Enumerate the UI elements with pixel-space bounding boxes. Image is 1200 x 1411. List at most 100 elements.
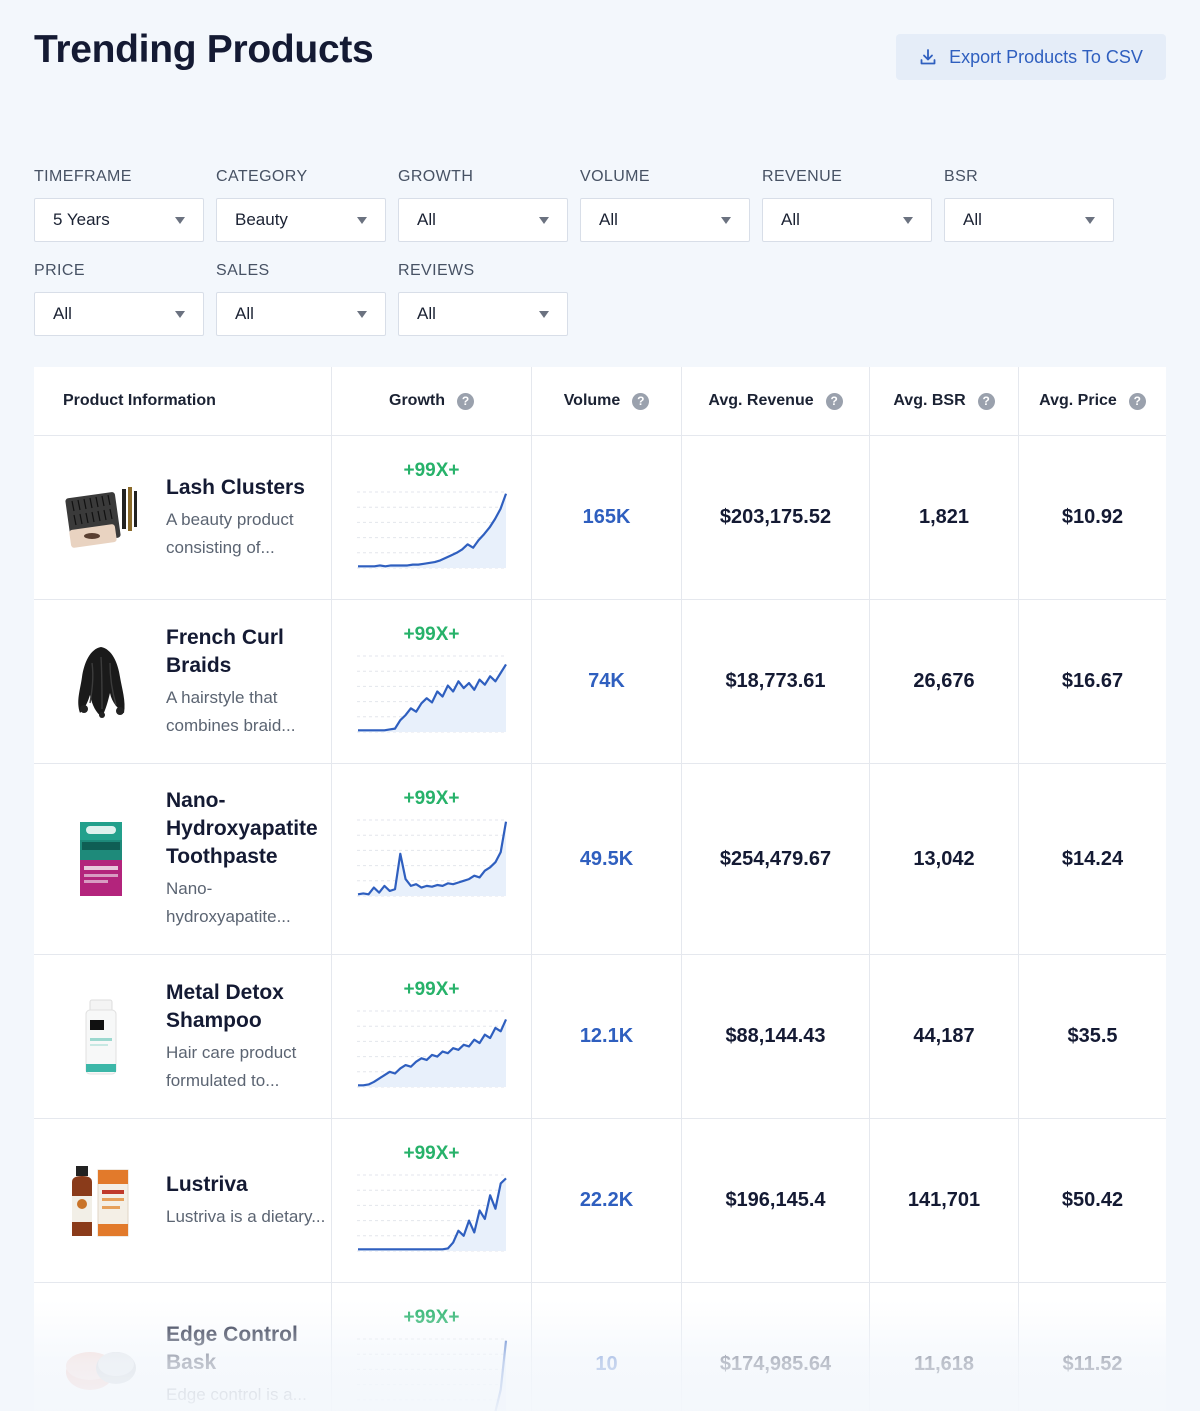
column-header-bsr[interactable]: Avg. BSR?: [870, 367, 1019, 435]
growth-cell: +99X+: [332, 1119, 532, 1282]
bsr-cell: 13,042: [870, 764, 1019, 954]
french-curl-braids-product-image: [78, 646, 125, 718]
bsr-value: 44,187: [913, 1025, 975, 1047]
volume-value: 22.2K: [579, 1189, 634, 1211]
product-cell: Metal Detox Shampoo Hair care product fo…: [34, 955, 332, 1118]
product-name[interactable]: Edge Control Bask: [166, 1322, 298, 1374]
caret-down-icon: [1085, 216, 1095, 224]
volume-value: 74K: [588, 670, 625, 692]
volume-select[interactable]: All: [580, 198, 750, 242]
product-name[interactable]: Lash Clusters: [166, 475, 305, 499]
reviews-select[interactable]: All: [398, 292, 568, 336]
sparkline-line: [357, 821, 507, 896]
product-description: Hair care product formulated to...: [166, 1042, 297, 1090]
sparkline-area: [495, 1340, 506, 1411]
export-csv-button[interactable]: Export Products To CSV: [896, 34, 1166, 80]
filter-label: BSR: [944, 168, 979, 185]
bsr-select[interactable]: All: [944, 198, 1114, 242]
product-name[interactable]: Metal Detox Shampoo: [166, 980, 284, 1032]
help-icon[interactable]: ?: [1128, 392, 1146, 410]
table-row[interactable]: Lash Clusters A beauty product consistin…: [34, 436, 1166, 600]
help-icon[interactable]: ?: [825, 392, 843, 410]
volume-value: 49.5K: [579, 847, 634, 870]
table-row[interactable]: Lustriva Lustriva is a dietary... +99X+ …: [34, 1119, 1166, 1283]
filter-label: GROWTH: [398, 168, 474, 185]
product-cell: Edge Control Bask Edge control is a...: [34, 1283, 332, 1411]
product-description: Lustriva is a dietary...: [166, 1206, 326, 1226]
table-row[interactable]: Edge Control Bask Edge control is a... +…: [34, 1283, 1166, 1411]
revenue-select[interactable]: All: [762, 198, 932, 242]
table-row[interactable]: Metal Detox Shampoo Hair care product fo…: [34, 955, 1166, 1119]
product-name[interactable]: Nano-Hydroxyapatite Toothpaste: [166, 789, 318, 868]
column-header-label: Avg. Revenue: [708, 392, 814, 409]
bsr-cell: 1,821: [870, 436, 1019, 599]
bsr-cell: 26,676: [870, 600, 1019, 763]
help-icon[interactable]: ?: [457, 392, 474, 410]
bsr-value: 13,042: [913, 847, 975, 870]
select-value: All: [599, 210, 618, 229]
timeframe-select[interactable]: 5 Years: [34, 198, 204, 242]
volume-value: 165K: [582, 506, 631, 528]
table-row[interactable]: French Curl Braids A hairstyle that comb…: [34, 600, 1166, 764]
product-cell: French Curl Braids A hairstyle that comb…: [34, 600, 332, 763]
sparkline-area: [357, 664, 506, 732]
revenue-cell: $88,144.43: [682, 955, 870, 1118]
column-header-label: Product Information: [63, 392, 216, 409]
sparkline-area: [357, 493, 506, 568]
growth-cell: +99X+: [332, 600, 532, 763]
revenue-cell: $174,985.64: [682, 1283, 870, 1411]
growth-select[interactable]: All: [398, 198, 568, 242]
product-name[interactable]: French Curl Braids: [166, 625, 284, 677]
column-header-label: Volume: [563, 392, 621, 409]
select-value: All: [963, 210, 982, 229]
price-cell: $14.24: [1019, 764, 1166, 954]
product-description: Nano-hydroxyapatite...: [166, 879, 291, 926]
nano-hydroxyapatite-toothpaste-product-image: [80, 822, 122, 896]
caret-down-icon: [721, 216, 731, 224]
filter-category: CATEGORY Beauty: [216, 168, 386, 242]
category-select[interactable]: Beauty: [216, 198, 386, 242]
metal-detox-shampoo-product-image: [85, 999, 117, 1074]
lustriva-product-image: [72, 1165, 129, 1236]
revenue-value: $196,145.4: [725, 1189, 826, 1211]
table-row[interactable]: Nano-Hydroxyapatite Toothpaste Nano-hydr…: [34, 764, 1166, 955]
growth-sparkline: [356, 1338, 507, 1411]
column-header-product[interactable]: Product Information: [34, 367, 332, 435]
column-header-growth[interactable]: Growth?: [332, 367, 532, 435]
price-value: $11.52: [1062, 1353, 1123, 1375]
filter-label: PRICE: [34, 262, 85, 279]
table-header: Product Information Growth? Volume? Avg.…: [34, 367, 1166, 436]
sparkline-line: [357, 1018, 507, 1087]
product-name[interactable]: Lustriva: [166, 1172, 248, 1196]
price-cell: $35.5: [1019, 955, 1166, 1118]
filter-sales: SALES All: [216, 262, 386, 336]
column-header-volume[interactable]: Volume?: [532, 367, 682, 435]
price-cell: $16.67: [1019, 600, 1166, 763]
product-description: Edge control is a...: [166, 1384, 307, 1404]
caret-down-icon: [175, 216, 185, 224]
growth-sparkline: [356, 655, 507, 733]
growth-cell: +99X+: [332, 955, 532, 1118]
column-header-revenue[interactable]: Avg. Revenue?: [682, 367, 870, 435]
bsr-value: 141,701: [907, 1189, 981, 1211]
revenue-cell: $18,773.61: [682, 600, 870, 763]
caret-down-icon: [539, 310, 549, 318]
sparkline-area: [357, 1019, 506, 1087]
sparkline-area: [357, 821, 506, 896]
help-icon[interactable]: ?: [977, 392, 995, 410]
bsr-cell: 11,618: [870, 1283, 1019, 1411]
filter-label: VOLUME: [580, 168, 650, 185]
filter-revenue: REVENUE All: [762, 168, 932, 242]
help-icon[interactable]: ?: [632, 392, 650, 410]
sparkline-area: [357, 1178, 506, 1251]
sales-select[interactable]: All: [216, 292, 386, 336]
growth-sparkline: [356, 491, 507, 569]
growth-cell: +99X+: [332, 764, 532, 954]
volume-value: 10: [595, 1353, 618, 1375]
column-header-price[interactable]: Avg. Price?: [1019, 367, 1166, 435]
sparkline-line: [493, 1340, 507, 1411]
bsr-cell: 44,187: [870, 955, 1019, 1118]
growth-sparkline: [356, 1010, 507, 1088]
growth-value: +99X+: [403, 624, 460, 645]
price-select[interactable]: All: [34, 292, 204, 336]
